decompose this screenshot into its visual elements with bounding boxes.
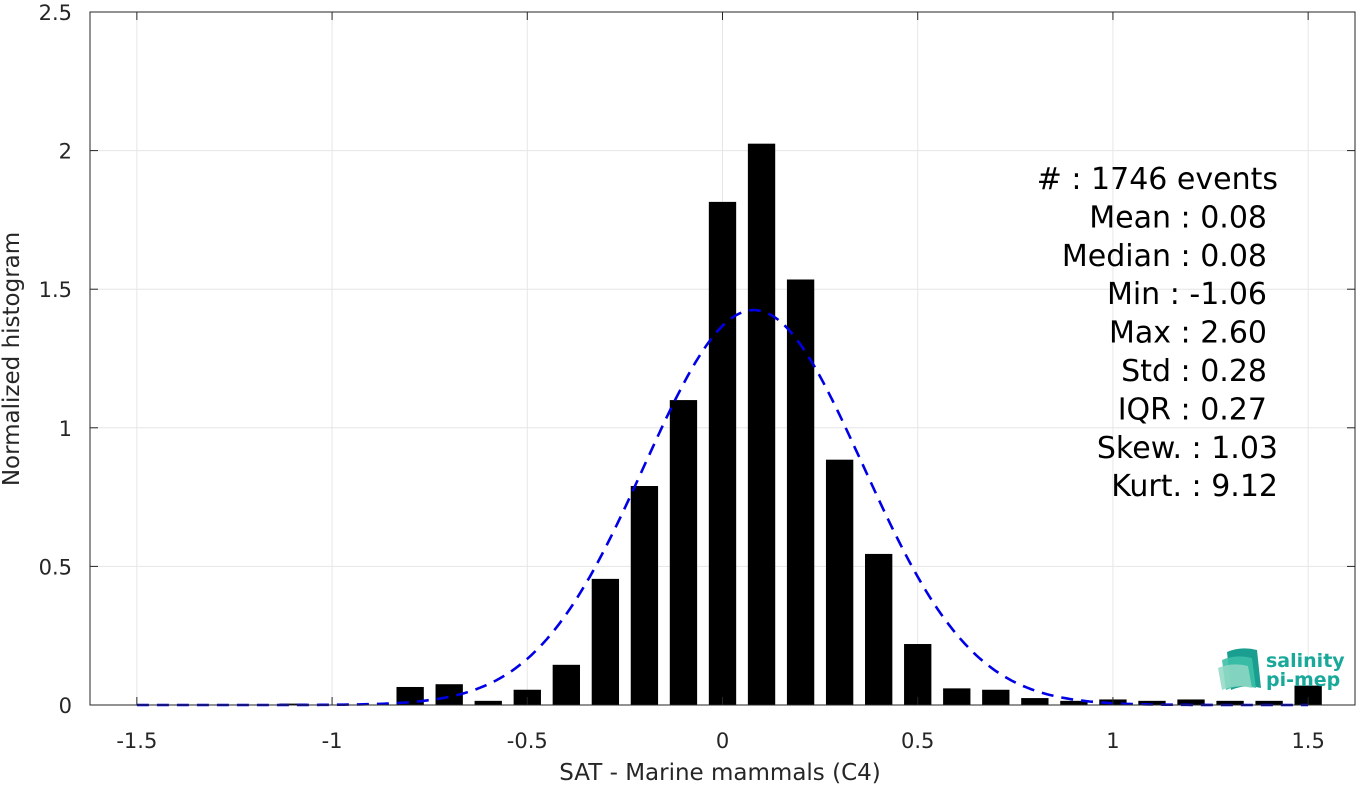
histogram-bar [1177,699,1205,705]
histogram-bar [435,684,463,705]
histogram-bar [904,644,932,705]
histogram-bar [591,578,620,705]
x-tick-label: 0 [716,729,729,753]
stat-line: Skew. : 1.03 [1097,431,1278,466]
histogram-bar [747,143,776,706]
histogram-bar [943,688,971,705]
stat-line: Mean : 0.08 [1089,200,1267,235]
stat-line: Max : 2.60 [1109,316,1267,351]
histogram-bar [786,279,815,705]
x-tick-label: 1.5 [1291,729,1324,753]
histogram-bar [630,486,659,705]
histogram-bar [865,553,893,705]
histogram-bar [1255,700,1283,705]
x-tick-label: 1 [1106,729,1119,753]
x-tick-label: -1 [322,729,343,753]
histogram-bar [279,703,307,705]
histogram-bar [669,400,698,705]
stat-line: Kurt. : 9.12 [1111,469,1278,504]
y-tick-label: 1 [59,417,72,441]
y-tick-label: 0 [59,694,72,718]
stat-line: Min : -1.06 [1107,277,1267,312]
x-tick-label: -1.5 [116,729,157,753]
y-tick-label: 1.5 [39,278,72,302]
histogram-bar [982,689,1010,705]
salinity-pi-mep-logo: salinity pi-mep [1218,648,1345,691]
axis-ticks: -1.5 -1 -0.5 0 0.5 1 1.5 0 0.5 1 1.5 2 2.5 [39,1,1355,753]
x-tick-label: -0.5 [507,729,548,753]
layered-wave-icon [1218,648,1261,690]
histogram-bar [1294,685,1322,705]
histogram-bar [708,201,737,705]
y-tick-label: 2.5 [39,1,72,25]
logo-line-2: pi-mep [1266,669,1340,691]
histogram-bar [1060,700,1088,705]
stat-line: Std : 0.28 [1121,354,1267,389]
x-tick-label: 0.5 [901,729,934,753]
y-tick-label: 2 [59,140,72,164]
histogram-bars [279,143,1322,706]
histogram-bar [1138,700,1166,705]
y-tick-label: 0.5 [39,555,72,579]
histogram-bar [1216,700,1244,705]
stat-line: # : 1746 events [1037,162,1278,197]
stat-line: Median : 0.08 [1062,239,1267,274]
logo-line-1: salinity [1266,650,1345,672]
stat-line: IQR : 0.27 [1118,392,1267,427]
histogram-bar [825,459,854,705]
y-axis-label: Normalized histogram [0,232,25,486]
histogram-bar [474,700,502,705]
histogram-bar [1021,698,1049,705]
x-axis-label: SAT - Marine mammals (C4) [559,760,881,785]
histogram-bar [552,664,580,705]
